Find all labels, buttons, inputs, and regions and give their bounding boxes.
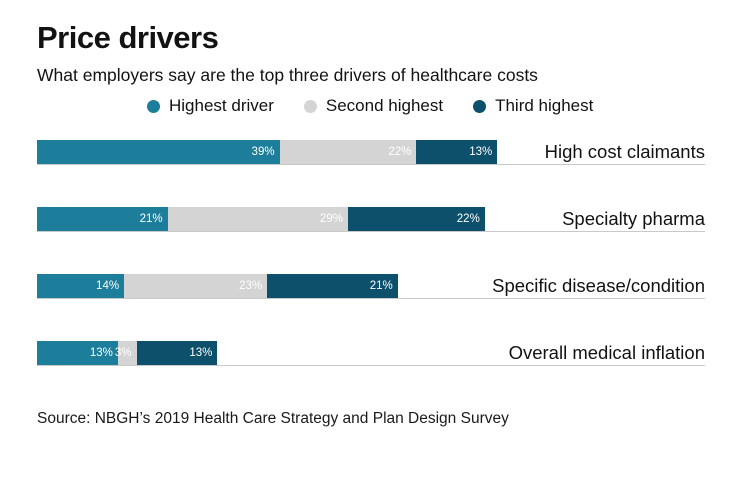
bar-value-label: 22% — [456, 213, 480, 225]
bar-value-label: 13% — [89, 347, 113, 359]
bar-segment: 3% — [114, 341, 137, 365]
chart-page: Price drivers What employers say are the… — [37, 20, 705, 427]
bar-value-label: 22% — [388, 146, 412, 158]
category-label: Overall medical inflation — [508, 342, 705, 363]
bar-segment: 22% — [347, 207, 485, 231]
bar-segment: 14% — [37, 274, 125, 298]
bar-segment: 29% — [167, 207, 348, 231]
bar-value-label: 29% — [319, 213, 343, 225]
bar-segment: 13% — [136, 341, 218, 365]
bar-value-label: 13% — [469, 146, 493, 158]
category-label: Specialty pharma — [562, 208, 705, 229]
legend-label: Highest driver — [169, 96, 274, 115]
bar-segment: 21% — [37, 207, 168, 231]
bar-row: 14% 23% 21% Specific disease/condition — [37, 274, 705, 299]
bar-segment: 13% — [416, 140, 498, 164]
bar-segment: 39% — [37, 140, 280, 164]
bar-value-label: 13% — [189, 347, 213, 359]
bar-value-label: 39% — [251, 146, 275, 158]
bar-value-label: 21% — [139, 213, 163, 225]
bar-track: 21% 29% 22% — [37, 207, 485, 231]
bar-segment: 21% — [267, 274, 398, 298]
bar-segment: 13% — [37, 341, 118, 365]
legend-label: Third highest — [495, 96, 594, 115]
legend-circle-dot-icon — [303, 99, 317, 113]
bar-track: 13% 3% 13% — [37, 341, 218, 365]
legend-item: Third highest — [473, 96, 593, 116]
bar-value-label: 14% — [96, 280, 120, 292]
bar-track: 39% 22% 13% — [37, 140, 498, 164]
legend-item: Highest driver — [147, 96, 274, 116]
bar-track: 14% 23% 21% — [37, 274, 398, 298]
category-label: Specific disease/condition — [492, 275, 705, 296]
chart-subtitle: What employers say are the top three dri… — [37, 65, 538, 85]
bar-segment: 22% — [279, 140, 417, 164]
legend-label: Second highest — [325, 96, 444, 115]
bar-value-label: 23% — [239, 280, 263, 292]
chart-title: Price drivers — [37, 20, 219, 55]
chart-legend: Highest driver Second highest Third highes… — [147, 96, 705, 116]
bar-value-label: 3% — [114, 347, 132, 359]
stacked-bar-chart: 39% 22% 13% High cost claimants 21% 29% 22% Spe… — [37, 140, 705, 366]
bar-row: 21% 29% 22% Specialty pharma — [37, 207, 705, 232]
bar-value-label: 21% — [369, 280, 393, 292]
bar-segment: 23% — [124, 274, 268, 298]
legend-item: Second highest — [303, 96, 444, 116]
category-label: High cost claimants — [544, 141, 705, 162]
bar-row: 13% 3% 13% Overall medical inflation — [37, 341, 705, 366]
source-note: Source: NBGH’s 2019 Health Care Strategy… — [37, 410, 509, 427]
legend-circle-dot-icon — [473, 99, 487, 113]
legend-circle-dot-icon — [147, 99, 160, 113]
bar-row: 39% 22% 13% High cost claimants — [37, 140, 705, 165]
